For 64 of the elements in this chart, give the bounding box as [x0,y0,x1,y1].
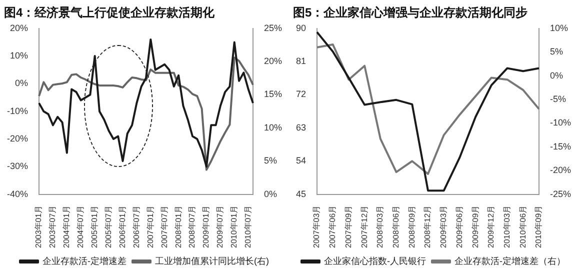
legend-label: 企业存款活-定增速差（右） [454,256,566,266]
x-tick-label: 2008年01月 [174,205,183,248]
x-tick-label: 2007年12月 [360,205,369,248]
x-tick-label: 2004年01月 [62,205,72,248]
x-tick-label: 2007年01月 [146,205,155,248]
y2-tick-label: -20% [550,165,572,176]
x-tick-label: 2004年07月 [76,205,86,248]
y2-tick-label: 10% [264,122,282,132]
x-tick-label: 2010年07月 [244,205,253,248]
x-tick-label: 2005年07月 [104,205,113,248]
x-tick-label: 2006年07月 [132,205,141,248]
y2-tick-label: 10% [550,22,568,33]
y-tick-label: 45 [296,188,306,199]
x-tick-label: 2007年03月 [312,205,322,248]
x-tick-label: 2010年06月 [518,205,528,248]
x-tick-label: 2009年12月 [486,205,496,248]
y2-tick-label: 5% [264,156,277,166]
x-tick-label: 2009年03月 [439,205,448,248]
x-tick-label: 2009年09月 [470,205,480,248]
x-tick-label: 2003年01月 [34,205,44,248]
y2-tick-label: 0% [264,188,277,199]
y-tick-label: -10% [6,106,28,116]
x-tick-label: 2009年07月 [216,205,225,248]
y-tick-label: 90 [296,22,306,33]
legend-label: 企业家信心指数-人民银行 [324,256,426,266]
y-tick-label: -40% [6,188,28,199]
chart-title: 图5：企业家信心增强与企业存款活期化同步 [293,6,528,20]
y-tick-label: 63 [296,122,306,132]
y2-tick-label: 20% [264,56,282,66]
chart-title: 图4：经济景气上行促使企业存款活期化 [4,6,216,20]
x-tick-label: 2008年09月 [407,205,416,248]
x-tick-label: 2008年12月 [423,205,432,248]
y-tick-label: 0% [14,78,28,88]
legend-label: 企业存款活-定增速差 [42,256,127,266]
y-tick-label: 72 [296,89,306,100]
x-tick-label: 2007年06月 [328,205,338,248]
y-tick-label: 10% [10,50,28,61]
y2-tick-label: -15% [550,141,572,152]
y-tick-label: 20% [10,22,28,33]
x-tick-label: 2005年01月 [90,205,100,248]
x-tick-label: 2003年07月 [48,205,58,248]
y-tick-label: 54 [296,156,306,166]
x-tick-label: 2009年01月 [202,205,211,248]
y2-tick-label: 5% [550,46,564,57]
x-tick-label: 2008年03月 [376,205,385,248]
legend-label: 工业增加值累计同比增长(右) [155,256,269,266]
y2-tick-label: 15% [264,89,282,100]
y2-tick-label: 25% [264,22,282,33]
y-tick-label: 81 [296,56,306,66]
x-tick-label: 2007年09月 [344,205,353,248]
y2-tick-label: -25% [550,188,572,199]
x-tick-label: 2006年01月 [118,205,127,248]
y2-tick-label: -10% [550,118,572,128]
x-tick-label: 2008年07月 [188,205,197,248]
y2-tick-label: 0% [550,70,564,80]
x-tick-label: 2007年07月 [160,205,169,248]
x-tick-label: 2010年01月 [230,205,239,248]
x-tick-label: 2008年06月 [391,205,400,248]
y2-tick-label: -5% [550,94,566,104]
x-tick-label: 2009年06月 [454,205,464,248]
x-tick-label: 2010年03月 [502,205,512,248]
y-tick-label: -30% [6,161,28,172]
x-tick-label: 2010年09月 [534,205,544,248]
y-tick-label: -20% [6,133,28,144]
